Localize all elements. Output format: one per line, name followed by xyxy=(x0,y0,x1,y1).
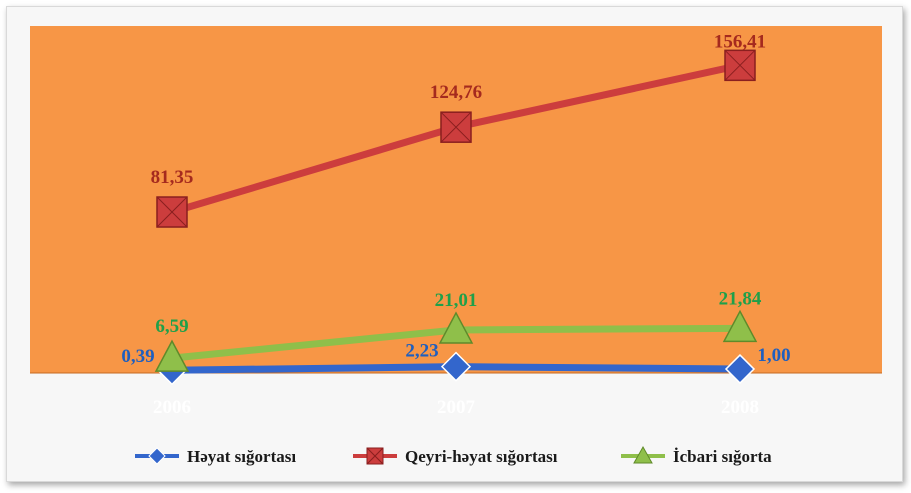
icbari-marker-2007 xyxy=(438,311,474,344)
hayat-marker-2008 xyxy=(724,353,756,385)
x-tick-label-2008: 2008 xyxy=(721,397,759,418)
icbari-data-label-2007: 21,01 xyxy=(435,290,478,311)
hayat-data-label-2008: 1,00 xyxy=(757,345,790,366)
legend-item-qeyri-hayat: Qeyri-həyat sığortası xyxy=(353,447,558,466)
x-tick-label-2006: 2006 xyxy=(153,397,191,418)
hayat-data-label-2007: 2,23 xyxy=(405,341,438,362)
icbari-data-label-2006: 6,59 xyxy=(155,316,188,337)
legend-item-hayat: Həyat sığortası xyxy=(135,447,296,466)
icbari-marker-2008 xyxy=(722,309,758,343)
legend-triangle-icon xyxy=(633,445,653,464)
icbari-data-label-2008: 21,84 xyxy=(719,288,762,309)
hayat-data-label-2006: 0,39 xyxy=(121,346,154,367)
legend-label-icbari: İcbari sığorta xyxy=(673,447,772,466)
line-chart: 0,39 2,23 1,00 81,35 124,76 156,41 6,59 21,01 21… xyxy=(30,26,882,466)
qeyri-hayat-data-label-2006: 81,35 xyxy=(151,167,194,188)
legend-label-hayat: Həyat sığortası xyxy=(187,447,296,466)
qeyri-hayat-data-label-2008: 156,41 xyxy=(714,31,766,52)
hayat-marker-2007 xyxy=(440,351,472,382)
icbari-marker-2006 xyxy=(154,339,190,372)
legend-item-icbari: İcbari sığorta xyxy=(621,445,772,466)
qeyri-hayat-marker-2006 xyxy=(156,196,188,228)
legend-diamond-icon xyxy=(148,447,166,465)
qeyri-hayat-marker-2008 xyxy=(724,49,756,82)
chart-frame: 0,39 2,23 1,00 81,35 124,76 156,41 6,59 21,01 21… xyxy=(6,6,903,482)
qeyri-hayat-marker-2007 xyxy=(440,111,472,143)
x-tick-label-2007: 2007 xyxy=(437,397,476,418)
legend-label-qeyri-hayat: Qeyri-həyat sığortası xyxy=(405,447,558,466)
qeyri-hayat-data-label-2007: 124,76 xyxy=(430,82,482,103)
